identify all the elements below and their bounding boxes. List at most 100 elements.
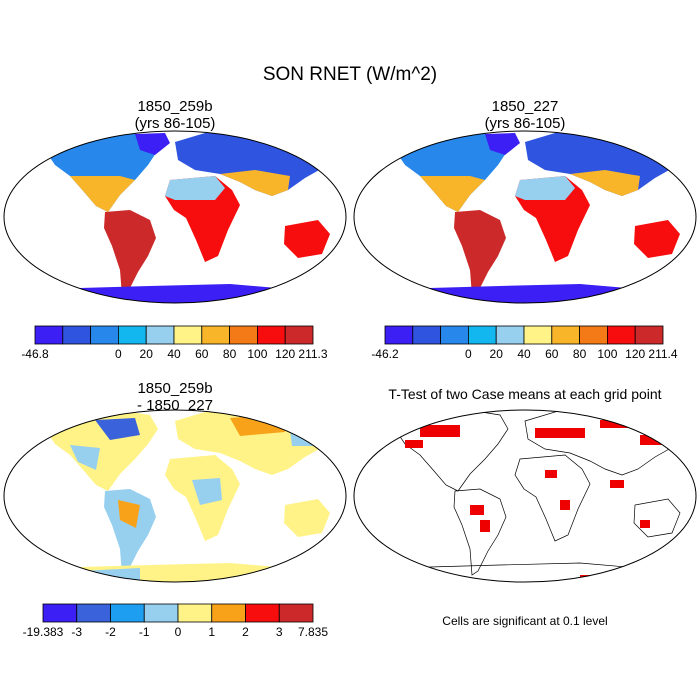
map-outline bbox=[3, 130, 347, 304]
africa-north bbox=[165, 176, 225, 200]
colorbar-case2: -46.2 0 20 40 60 80 100 120 211.4 bbox=[371, 325, 678, 361]
colorbar-tick-label: 80 bbox=[223, 347, 237, 361]
map-panel-diff bbox=[3, 409, 347, 583]
map-panel-case2 bbox=[353, 130, 697, 304]
north-america bbox=[395, 132, 508, 212]
north-america-patch bbox=[95, 418, 140, 440]
colorbar-swatch bbox=[278, 603, 314, 623]
panel-title-line1: 1850_259b bbox=[137, 380, 213, 397]
colorbar-swatch bbox=[256, 325, 286, 345]
antarctica bbox=[20, 563, 340, 582]
australia bbox=[284, 220, 330, 258]
colorbar-tick-label: -46.8 bbox=[21, 347, 49, 361]
colorbar-swatch bbox=[34, 325, 64, 345]
significant-cell bbox=[535, 428, 585, 438]
eurasia-south bbox=[220, 170, 290, 196]
significance-note: Cells are significant at 0.1 level bbox=[442, 614, 608, 628]
significant-cell bbox=[560, 500, 570, 510]
south-america bbox=[453, 488, 507, 576]
map-panel-ttest bbox=[353, 409, 697, 583]
panel-title-line1: 1850_259b bbox=[137, 98, 213, 115]
panel-title-line2: (yrs 86-105) bbox=[484, 115, 566, 132]
colorbar-swatch bbox=[42, 603, 78, 623]
colorbar-tick-label: 20 bbox=[490, 347, 504, 361]
africa-north bbox=[515, 176, 575, 200]
south-america bbox=[454, 210, 506, 296]
colorbar-swatch bbox=[90, 325, 119, 345]
colorbar-swatch bbox=[284, 325, 314, 345]
colorbar-tick-label: 211.4 bbox=[648, 347, 677, 361]
colorbar-swatch bbox=[143, 603, 179, 623]
antarctica bbox=[20, 284, 340, 303]
north-america bbox=[45, 132, 158, 212]
south-america-patch bbox=[118, 500, 140, 528]
colorbar-swatch bbox=[76, 603, 111, 623]
colorbar-swatch bbox=[145, 325, 175, 345]
colorbar-swatch bbox=[523, 325, 553, 345]
colorbar-swatch bbox=[211, 603, 246, 623]
significant-cell bbox=[545, 470, 557, 478]
map-outline bbox=[353, 409, 697, 583]
colorbar-tick-label: 40 bbox=[167, 347, 181, 361]
colorbar-swatch bbox=[118, 325, 147, 345]
colorbar-swatch bbox=[201, 325, 231, 345]
australia bbox=[284, 499, 330, 537]
colorbar-tick-label: 0 bbox=[465, 347, 472, 361]
significant-cell bbox=[480, 520, 490, 532]
colorbar-tick-label: -19.383 bbox=[23, 625, 64, 639]
south-america bbox=[104, 210, 156, 296]
map-outline bbox=[353, 130, 697, 304]
africa-patch bbox=[192, 478, 222, 505]
australia bbox=[633, 498, 681, 538]
colorbar-swatch bbox=[229, 325, 258, 345]
colorbar-tick-label: -2 bbox=[105, 625, 116, 639]
colorbar-tick-label: 20 bbox=[140, 347, 154, 361]
south-america bbox=[104, 489, 156, 575]
panel-title-line1: 1850_227 bbox=[491, 98, 559, 115]
significant-cell bbox=[420, 425, 460, 437]
significant-cell bbox=[610, 480, 624, 488]
significant-cell bbox=[405, 440, 423, 448]
colorbar-tick-label: 100 bbox=[247, 347, 267, 361]
figure-title: SON RNET (W/m^2) bbox=[262, 64, 438, 85]
map-background bbox=[354, 410, 696, 582]
greenland bbox=[135, 133, 170, 155]
colorbar-tick-label: 120 bbox=[275, 347, 295, 361]
north-america-mid bbox=[420, 176, 485, 212]
colorbar-tick-label: -3 bbox=[71, 625, 82, 639]
colorbar-tick-label: 2 bbox=[242, 625, 249, 639]
north-america-mid bbox=[70, 176, 135, 212]
panel-title-case1: 1850_259b (yrs 86-105) bbox=[75, 98, 275, 132]
greenland bbox=[485, 133, 520, 155]
colorbar-swatch bbox=[551, 325, 580, 345]
panel-title-line2: - 1850_227 bbox=[137, 397, 213, 414]
eurasia-south bbox=[570, 170, 640, 196]
colorbar-tick-label: 120 bbox=[625, 347, 645, 361]
colorbar-tick-label: 80 bbox=[573, 347, 587, 361]
colorbar-swatch bbox=[634, 325, 664, 345]
colorbar-case1: -46.8 0 20 40 60 80 100 120 211.3 bbox=[21, 325, 328, 361]
colorbar-swatch bbox=[579, 325, 608, 345]
colorbar-swatch bbox=[607, 325, 636, 345]
africa bbox=[514, 454, 591, 542]
colorbar-diff: -19.383 -3 -2 -1 0 1 2 3 7.835 bbox=[23, 603, 328, 639]
colorbar-swatch bbox=[173, 325, 203, 345]
australia bbox=[634, 220, 680, 258]
colorbar-tick-label: 40 bbox=[517, 347, 531, 361]
map-outline bbox=[3, 409, 347, 583]
colorbar-tick-label: 211.3 bbox=[298, 347, 327, 361]
map-panel-case1 bbox=[3, 130, 347, 304]
colorbar-tick-label: 100 bbox=[597, 347, 617, 361]
colorbar-tick-label: 0 bbox=[175, 625, 182, 639]
colorbar-tick-label: 7.835 bbox=[298, 625, 328, 639]
colorbar-swatch bbox=[467, 325, 497, 345]
significant-cell bbox=[640, 520, 650, 528]
panel-title-line2: (yrs 86-105) bbox=[134, 115, 216, 132]
colorbar-tick-label: 3 bbox=[276, 625, 283, 639]
eurasia bbox=[524, 410, 687, 476]
north-america-patch bbox=[70, 445, 100, 470]
colorbar-tick-label: 0 bbox=[115, 347, 122, 361]
eurasia-patch bbox=[290, 428, 318, 446]
colorbar-swatch bbox=[440, 325, 469, 345]
